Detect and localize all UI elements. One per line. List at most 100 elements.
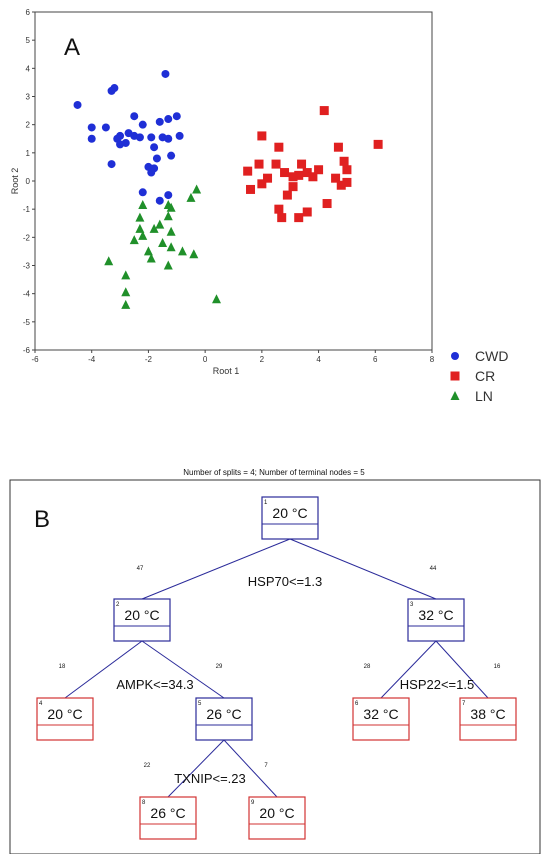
point-ln [166, 202, 176, 212]
point-cwd [175, 131, 184, 140]
point-cwd [116, 140, 125, 149]
tree-node-6: 6 32 °C [352, 697, 410, 741]
point-cr [274, 204, 284, 214]
point-cr [277, 213, 287, 223]
point-cr [342, 165, 352, 175]
tree-edge [64, 640, 143, 699]
point-ln [135, 223, 145, 233]
node-id: 5 [198, 701, 202, 707]
point-cr [288, 182, 298, 192]
legend-label-cwd: CWD [475, 348, 508, 364]
point-cwd [138, 120, 147, 129]
node-id: 3 [410, 602, 414, 608]
point-cr [271, 159, 281, 169]
x-tick-label: 0 [203, 355, 208, 364]
point-ln [138, 199, 148, 209]
y-tick-label: 0 [26, 177, 31, 186]
panel-label-b: B [34, 506, 50, 533]
point-cwd [164, 191, 173, 200]
split-rule-node-5: TXNIP<=.23 [174, 771, 246, 786]
tree-edge [380, 640, 437, 699]
point-ln [166, 226, 176, 236]
x-tick-label: -2 [145, 355, 153, 364]
node-box [407, 598, 465, 642]
point-cr [333, 142, 343, 152]
node-label: 20 °C [272, 505, 307, 521]
y-tick-label: 4 [26, 64, 31, 73]
node-box [261, 496, 319, 540]
point-cr [243, 166, 253, 176]
node-label: 20 °C [124, 607, 159, 623]
y-axis: 6 5 4 3 2 1 0 -1 -2 -3 -4 -5 -6 [23, 8, 35, 355]
tree-edge [141, 640, 225, 699]
y-tick-label: 5 [26, 36, 31, 45]
node-box [248, 796, 306, 840]
legend-label-ln: LN [475, 388, 493, 404]
node-id: 8 [142, 800, 146, 806]
tree-node-1: 1 20 °C [261, 496, 319, 540]
node-label: 20 °C [47, 706, 82, 722]
split-rule-node-1: HSP70<=1.3 [248, 574, 322, 589]
tree-edge [167, 739, 225, 798]
point-ln [121, 270, 131, 280]
point-ln [121, 287, 131, 297]
legend-marker-cr [450, 371, 460, 381]
tree-node-5: 5 26 °C [195, 697, 253, 741]
split-left-count: 28 [364, 664, 371, 670]
point-cr [322, 199, 332, 209]
node-label: 26 °C [206, 706, 241, 722]
node-box [352, 697, 410, 741]
point-ln [135, 212, 145, 222]
x-tick-label: 4 [316, 355, 321, 364]
point-cr [308, 172, 318, 182]
point-cr [319, 106, 329, 116]
split-left-count: 18 [59, 664, 66, 670]
node-box [139, 796, 197, 840]
x-tick-label: 6 [373, 355, 378, 364]
x-axis: -6 -4 -2 0 2 4 6 8 [31, 350, 435, 364]
tree-body: 1 20 °C 2 20 °C 3 32 °C 4 20 °C 5 26 °C 6 32 °C 7 38 … [36, 496, 517, 840]
point-cwd [107, 86, 116, 95]
point-cwd [152, 154, 161, 163]
y-tick-label: 2 [26, 121, 31, 130]
node-label: 20 °C [259, 805, 294, 821]
series-cwd [73, 69, 184, 205]
point-ln [146, 253, 156, 263]
y-tick-label: 1 [26, 149, 31, 158]
point-cr [246, 184, 256, 194]
series-cr [243, 106, 383, 223]
point-cwd [87, 123, 96, 132]
point-cwd [155, 196, 164, 205]
point-cr [336, 180, 346, 190]
point-cr [282, 190, 292, 200]
point-ln [104, 256, 114, 266]
split-right-count: 16 [494, 664, 501, 670]
point-cr [339, 156, 349, 166]
point-cwd [147, 133, 156, 142]
node-label: 32 °C [418, 607, 453, 623]
point-cwd [164, 115, 173, 124]
point-cwd [161, 69, 170, 78]
split-right-count: 7 [264, 763, 268, 769]
point-cr [297, 159, 307, 169]
tree-node-2: 2 20 °C [113, 598, 171, 642]
point-ln [166, 242, 176, 252]
node-box [113, 598, 171, 642]
point-ln [149, 223, 159, 233]
point-ln [177, 246, 187, 256]
y-tick-label: -2 [23, 233, 31, 242]
point-cr [257, 131, 267, 141]
point-cr [257, 179, 267, 189]
y-tick-label: -1 [23, 205, 31, 214]
point-cwd [164, 134, 173, 143]
point-cwd [107, 160, 116, 169]
split-rule-node-2: AMPK<=34.3 [116, 677, 193, 692]
point-ln [189, 249, 199, 259]
point-cr [294, 170, 304, 180]
split-left-count: 22 [144, 763, 151, 769]
point-cwd [130, 112, 139, 121]
point-cwd [167, 151, 176, 160]
tree-edge [141, 538, 291, 600]
point-ln [155, 219, 165, 229]
node-label: 38 °C [470, 706, 505, 722]
